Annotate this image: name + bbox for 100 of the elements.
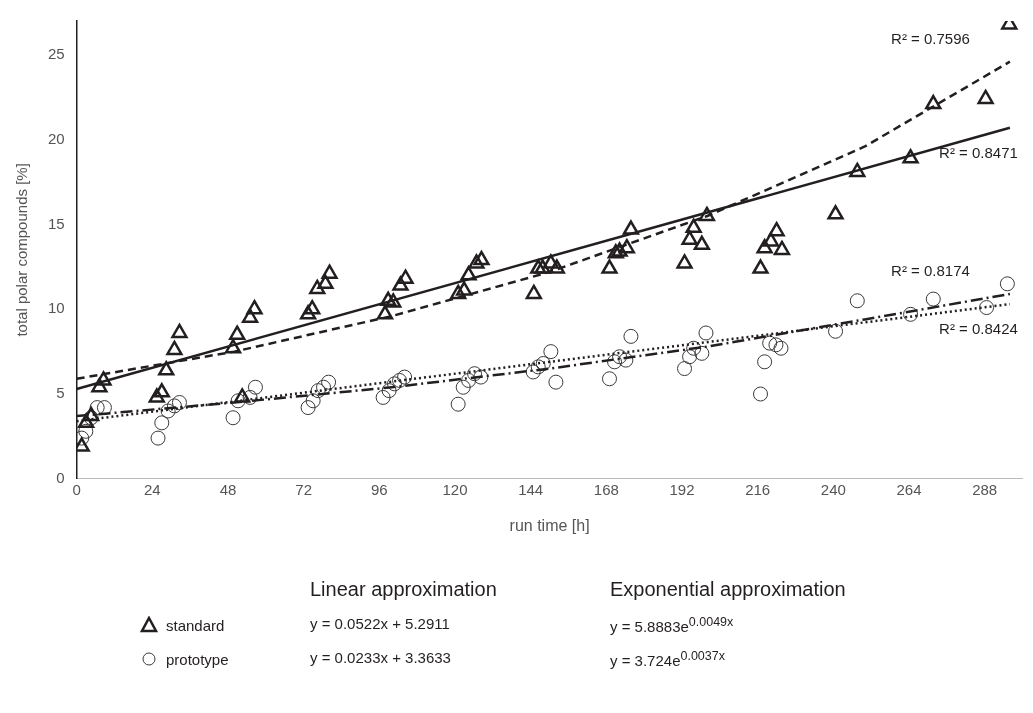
y-tick-label: 15 (48, 214, 65, 232)
point (392, 276, 409, 291)
point (299, 305, 317, 320)
point (225, 410, 241, 426)
x-tick-label: 0 (72, 480, 81, 498)
point (601, 259, 618, 274)
point (158, 361, 175, 376)
point (753, 386, 769, 402)
point (693, 235, 711, 251)
point (622, 220, 640, 235)
point (449, 284, 467, 300)
x-axis-title: run time [h] (509, 516, 590, 534)
point (977, 89, 994, 105)
x-tick-label: 24 (144, 480, 161, 498)
point (224, 338, 242, 354)
point (76, 430, 90, 446)
point (381, 383, 397, 399)
point (925, 291, 941, 307)
point (698, 206, 716, 222)
point (228, 325, 246, 340)
x-tick-label: 216 (745, 480, 771, 498)
y-tick-label: 10 (48, 299, 65, 317)
text: y = 0.0233x + 3.3633 (310, 649, 452, 668)
x-tick-label: 96 (371, 480, 388, 498)
point (902, 149, 919, 164)
point (171, 323, 188, 339)
point (773, 240, 791, 256)
point (153, 383, 170, 398)
annotation: R² = 0.8174 (891, 262, 970, 280)
point (310, 383, 326, 399)
text: y = 3.724e$^{0.0037x}$ (610, 649, 726, 669)
point (450, 396, 466, 412)
point (154, 415, 170, 431)
point (685, 218, 702, 234)
annotation: R² = 0.8471 (939, 143, 1018, 161)
point (925, 94, 942, 110)
point (455, 379, 471, 395)
y-tick-label: 5 (56, 384, 65, 402)
point (473, 369, 489, 385)
point (623, 328, 639, 344)
x-tick-label: 264 (896, 480, 922, 498)
point (618, 238, 636, 254)
point (686, 340, 702, 356)
point (757, 354, 773, 370)
point (83, 406, 100, 422)
x-tick-label: 120 (442, 480, 468, 498)
point (460, 266, 477, 281)
point (77, 413, 95, 429)
point (376, 305, 394, 320)
point (467, 366, 483, 382)
point (681, 230, 698, 245)
point (246, 299, 263, 315)
point (247, 379, 263, 395)
point (677, 361, 693, 377)
x-tick-label: 144 (518, 480, 544, 498)
point (317, 274, 334, 290)
point (380, 291, 397, 307)
point (849, 162, 866, 178)
point (242, 389, 258, 405)
point (160, 403, 176, 419)
x-tick-label: 72 (295, 480, 313, 498)
point (979, 300, 995, 316)
x-tick-label: 288 (972, 480, 998, 498)
point (91, 377, 108, 393)
point (78, 423, 94, 439)
y-tick-label: 0 (56, 468, 65, 486)
x-tick-label: 48 (219, 480, 237, 498)
text: y = 0.0522x + 5.2911 (310, 615, 451, 634)
point (473, 250, 490, 266)
annotation: R² = 0.7596 (891, 29, 970, 47)
point (89, 400, 105, 416)
x-tick-label: 192 (669, 480, 695, 498)
point (386, 376, 402, 392)
point (756, 238, 773, 254)
point (607, 244, 624, 259)
point (525, 364, 541, 380)
point (321, 264, 338, 279)
point (676, 254, 693, 269)
annotation: R² = 0.8424 (939, 320, 1018, 338)
point (601, 371, 617, 387)
point (535, 356, 551, 371)
point (461, 372, 477, 388)
x-tick-label: 240 (820, 480, 846, 498)
point (166, 340, 183, 356)
point (682, 349, 698, 365)
point (827, 205, 844, 220)
point (530, 259, 547, 274)
point (762, 335, 778, 351)
point (375, 389, 391, 405)
text: Linear approximation (310, 578, 498, 601)
point (166, 398, 182, 414)
point (300, 400, 316, 416)
text: y = 5.8883e$^{0.0049x}$ (610, 615, 735, 635)
point (230, 393, 246, 409)
point (316, 379, 332, 395)
y-tick-label: 25 (48, 45, 65, 63)
point (397, 369, 413, 385)
point (397, 269, 414, 284)
point (385, 293, 402, 308)
point (525, 284, 543, 300)
